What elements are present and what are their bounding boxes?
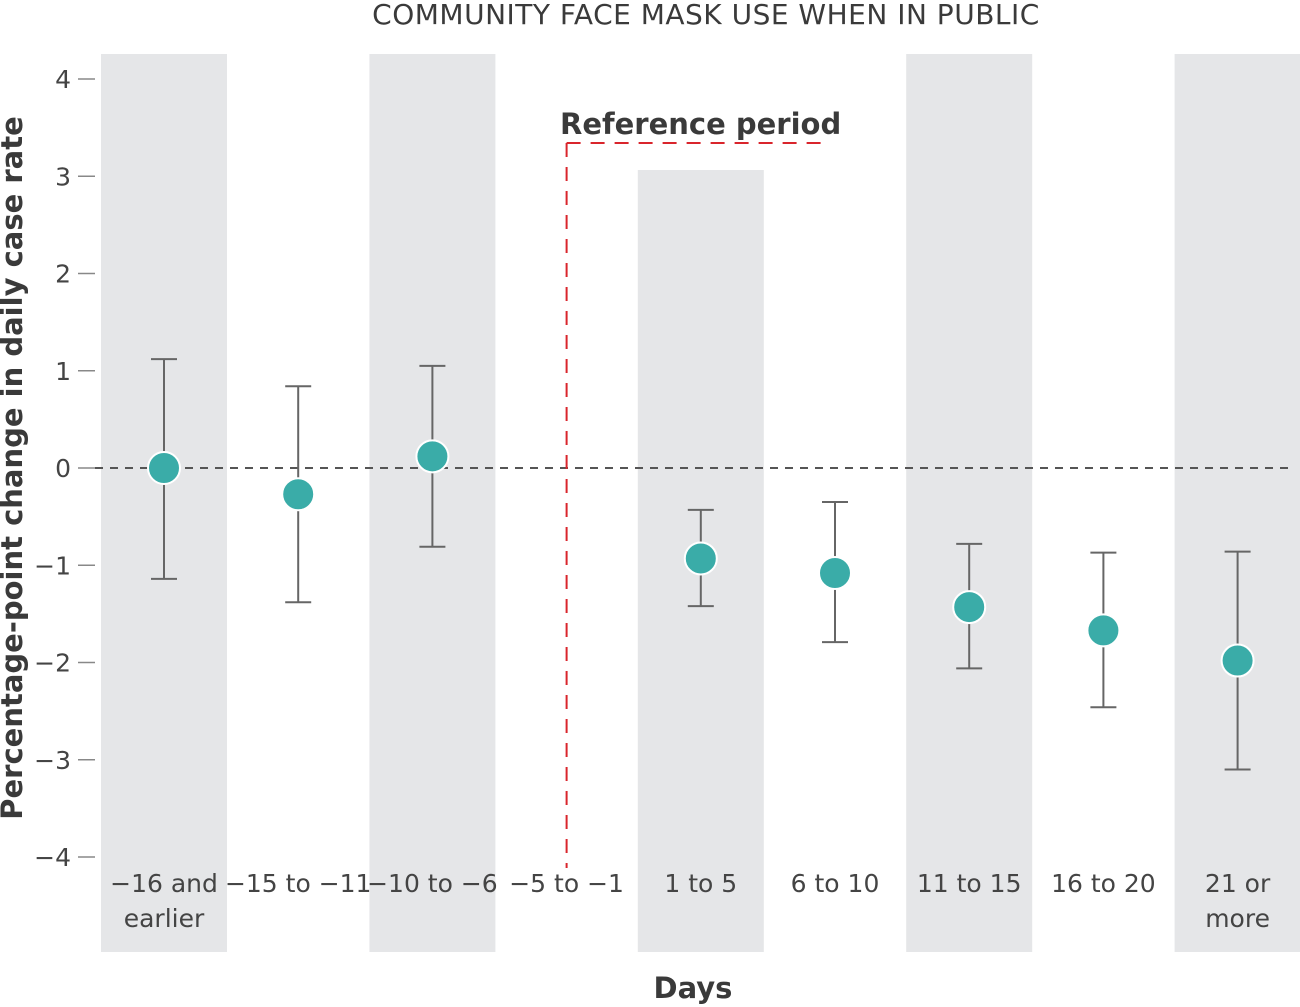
data-point [818, 556, 852, 591]
category-label: −16 and [110, 869, 218, 898]
y-tick-label: 1 [55, 357, 71, 386]
data-point [1220, 643, 1255, 678]
y-tick-label: −1 [34, 551, 71, 580]
data-point [281, 477, 316, 512]
category-labels: −16 and earlier −15 to −11−10 to −6 −5 to −… [110, 869, 1271, 933]
y-tick-label: 3 [55, 162, 71, 191]
reference-period-label: Reference period [560, 107, 841, 141]
chart-title: COMMUNITY FACE MASK USE WHEN IN PUBLIC [372, 0, 1040, 31]
data-point [683, 541, 718, 576]
category-label: −5 to −1 [509, 869, 624, 898]
y-tick-label: −4 [34, 843, 71, 872]
y-tick-label: 0 [55, 454, 71, 483]
y-tick-label: −2 [34, 649, 71, 678]
y-axis-title: Percentage-point change in daily case ra… [0, 116, 29, 820]
data-point [415, 439, 450, 474]
category-label: more [1205, 904, 1270, 933]
category-label: 16 to 20 [1051, 869, 1156, 898]
category-label: 6 to 10 [791, 869, 880, 898]
shaded-band [906, 54, 1033, 952]
y-tick-label: 4 [55, 65, 71, 94]
category-label: −10 to −6 [367, 869, 498, 898]
y-axis: 4 3 2 1 0 −1 −2 −3 −4 [34, 65, 95, 872]
category-label: −15 to −11 [225, 869, 372, 898]
x-axis-title: Days [654, 971, 733, 1005]
data-point [1086, 613, 1121, 648]
reference-period-group [565, 142, 822, 868]
data-points [147, 439, 1255, 678]
category-label: 1 to 5 [664, 869, 737, 898]
y-tick-label: −3 [34, 746, 71, 775]
y-tick-label: 2 [55, 260, 71, 289]
data-point [147, 451, 181, 485]
shaded-bands [101, 54, 1300, 952]
data-point [952, 590, 987, 625]
category-label: 21 or [1205, 869, 1271, 898]
shaded-band [1174, 54, 1300, 952]
category-label: 11 to 15 [917, 869, 1022, 898]
category-label: earlier [124, 904, 205, 933]
